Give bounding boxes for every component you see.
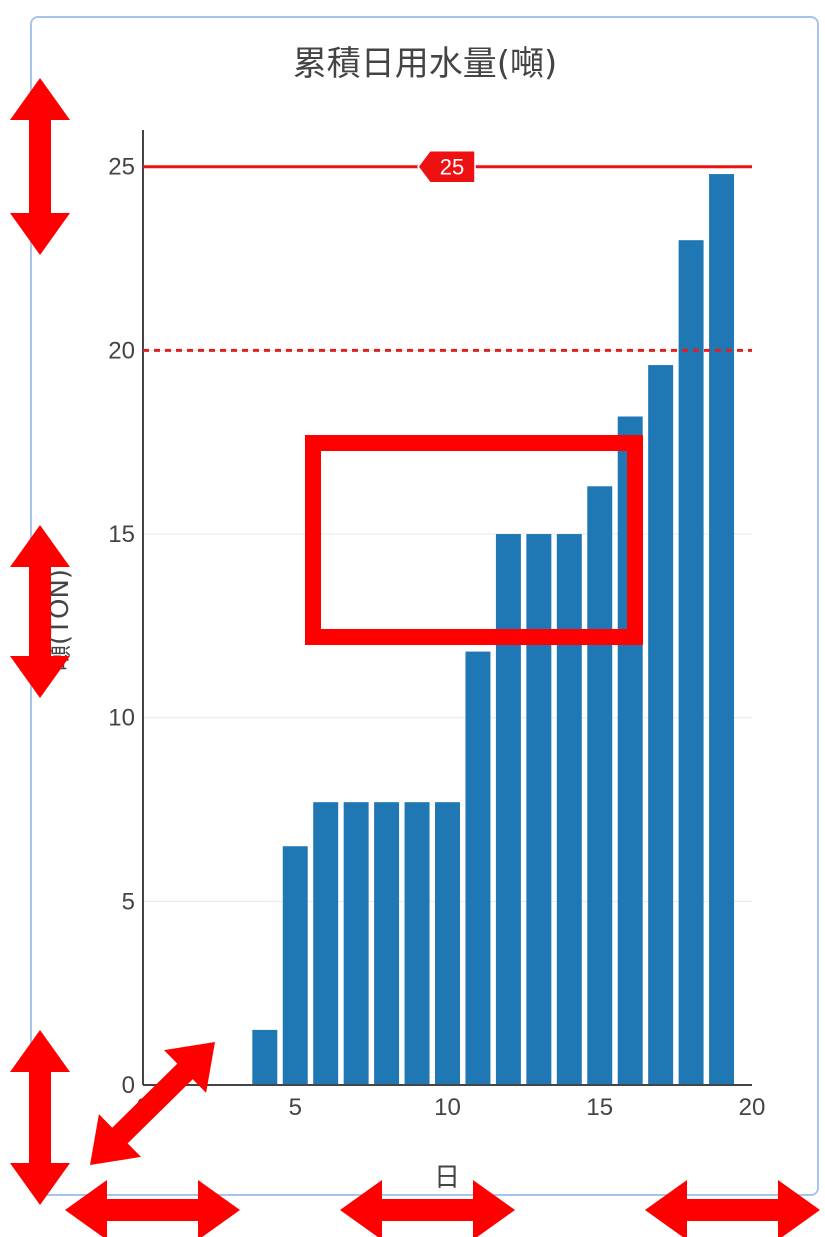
y-tick-labels: 0 5 10 15 20 25	[108, 154, 135, 1099]
red-arrow-horizontal-middle	[340, 1180, 515, 1237]
bar-day-5	[282, 846, 308, 1085]
bar-day-8	[374, 802, 400, 1085]
y-tick-label-10: 10	[108, 705, 135, 732]
red-arrow-diagonal	[90, 1042, 215, 1165]
reference-badge-25: 25	[417, 149, 476, 184]
bar-day-13	[526, 534, 552, 1085]
bar-day-19	[709, 174, 735, 1086]
highlight-box	[305, 435, 643, 645]
x-tick-label-10: 10	[434, 1094, 461, 1121]
bar-day-7	[343, 802, 369, 1085]
bar-day-12	[495, 534, 521, 1085]
bar-day-10	[435, 802, 460, 1085]
reference-lines: 25	[143, 149, 752, 352]
reference-badge-label: 25	[440, 155, 464, 180]
bar-day-15	[587, 486, 613, 1085]
red-arrow-vertical-top	[10, 78, 70, 255]
annotation-overlay	[10, 78, 820, 1237]
y-tick-label-20: 20	[108, 337, 135, 364]
bar-day-11	[465, 651, 491, 1085]
red-arrow-horizontal-left	[65, 1180, 240, 1237]
bar-day-18	[678, 240, 704, 1085]
bars	[252, 174, 735, 1086]
bar-day-14	[556, 534, 582, 1085]
y-tick-label-5: 5	[122, 888, 135, 915]
chart-title: 累積日用水量(噸)	[293, 44, 558, 84]
y-tick-label-25: 25	[108, 154, 135, 181]
red-arrow-horizontal-right	[645, 1180, 820, 1237]
x-axis-title: 日	[434, 1163, 460, 1193]
reference-badge-shape	[417, 149, 476, 184]
bar-day-4	[252, 1029, 278, 1085]
x-tick-label-20: 20	[739, 1094, 766, 1121]
red-arrow-vertical-bottom	[10, 1030, 70, 1205]
y-tick-label-15: 15	[108, 521, 135, 548]
bar-day-9	[404, 802, 430, 1085]
red-arrow-vertical-middle	[10, 525, 70, 698]
y-tick-label-0: 0	[122, 1072, 135, 1099]
bar-day-6	[313, 802, 339, 1085]
x-tick-label-5: 5	[289, 1094, 302, 1121]
bar-day-17	[648, 365, 674, 1086]
x-tick-label-15: 15	[586, 1094, 613, 1121]
